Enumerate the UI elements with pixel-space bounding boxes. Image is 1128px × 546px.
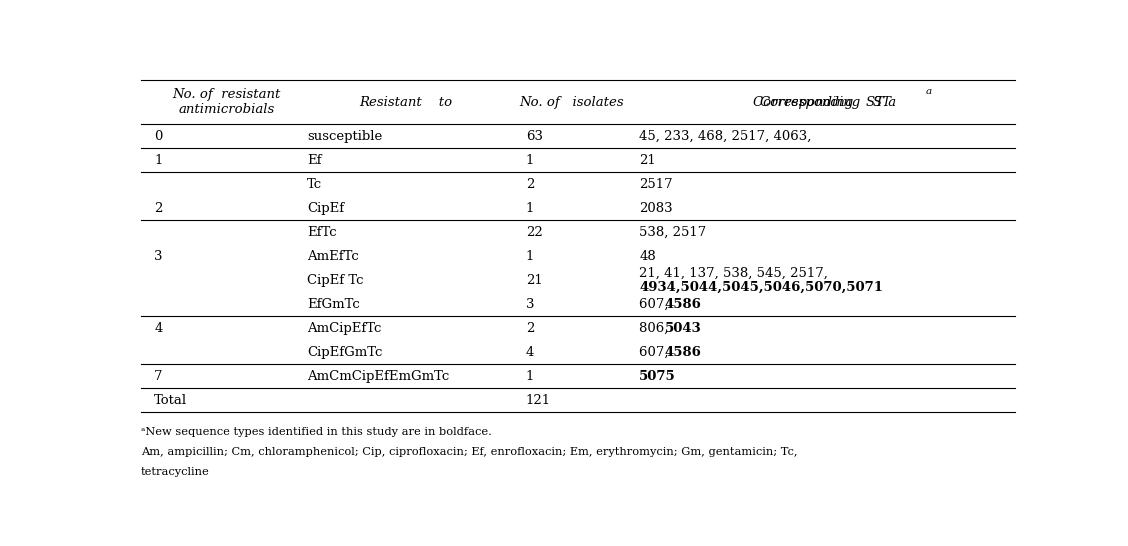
Text: 5075: 5075	[640, 370, 676, 383]
Text: 3: 3	[155, 250, 162, 263]
Text: 1: 1	[526, 370, 534, 383]
Text: Corresponding   ST: Corresponding ST	[759, 96, 891, 109]
Text: a: a	[926, 87, 932, 96]
Text: No. of  resistant
antimicrobials: No. of resistant antimicrobials	[173, 88, 281, 116]
Text: 4586: 4586	[664, 298, 702, 311]
Text: Resistant    to: Resistant to	[359, 96, 452, 109]
Text: 2: 2	[526, 322, 534, 335]
Text: No. of   isolates: No. of isolates	[519, 96, 624, 109]
Text: 7: 7	[155, 370, 162, 383]
Text: 22: 22	[526, 226, 543, 239]
Text: 63: 63	[526, 130, 543, 143]
Text: 48: 48	[640, 250, 656, 263]
Text: AmCipEfTc: AmCipEfTc	[307, 322, 381, 335]
Text: 21: 21	[640, 154, 656, 167]
Text: 607,: 607,	[640, 298, 673, 311]
Text: CipEfGmTc: CipEfGmTc	[307, 346, 382, 359]
Text: 1: 1	[526, 154, 534, 167]
Text: 1: 1	[526, 250, 534, 263]
Text: ᵃNew sequence types identified in this study are in boldface.: ᵃNew sequence types identified in this s…	[141, 427, 492, 437]
Text: tetracycline: tetracycline	[141, 467, 210, 477]
Text: 2517: 2517	[640, 178, 673, 191]
Text: 1: 1	[526, 202, 534, 215]
Text: 4586: 4586	[664, 346, 702, 359]
Text: Tc: Tc	[307, 178, 323, 191]
Text: 4: 4	[155, 322, 162, 335]
Text: 538, 2517: 538, 2517	[640, 226, 706, 239]
Text: Total: Total	[155, 394, 187, 407]
Text: 806,: 806,	[640, 322, 673, 335]
Text: 121: 121	[526, 394, 550, 407]
Text: 2: 2	[155, 202, 162, 215]
Text: 45, 233, 468, 2517, 4063,: 45, 233, 468, 2517, 4063,	[640, 130, 812, 143]
Text: AmCmCipEfEmGmTc: AmCmCipEfEmGmTc	[307, 370, 449, 383]
Text: 2083: 2083	[640, 202, 673, 215]
Text: CipEf: CipEf	[307, 202, 344, 215]
Text: EfTc: EfTc	[307, 226, 337, 239]
Text: CipEf Tc: CipEf Tc	[307, 274, 363, 287]
Text: susceptible: susceptible	[307, 130, 382, 143]
Text: 0: 0	[155, 130, 162, 143]
Text: 21, 41, 137, 538, 545, 2517,: 21, 41, 137, 538, 545, 2517,	[640, 266, 828, 280]
Text: 4934,5044,5045,5046,5070,5071: 4934,5044,5045,5046,5070,5071	[640, 281, 883, 294]
Text: 1: 1	[155, 154, 162, 167]
Text: AmEfTc: AmEfTc	[307, 250, 359, 263]
Text: Am, ampicillin; Cm, chloramphenicol; Cip, ciprofloxacin; Ef, enrofloxacin; Em, e: Am, ampicillin; Cm, chloramphenicol; Cip…	[141, 447, 797, 457]
Text: Ef: Ef	[307, 154, 321, 167]
Text: Corresponding   ST a: Corresponding ST a	[754, 96, 897, 109]
Text: 3: 3	[526, 298, 535, 311]
Text: 607,: 607,	[640, 346, 673, 359]
Text: 5043: 5043	[664, 322, 702, 335]
Text: 2: 2	[526, 178, 534, 191]
Text: 4: 4	[526, 346, 534, 359]
Text: 21: 21	[526, 274, 543, 287]
Text: EfGmTc: EfGmTc	[307, 298, 360, 311]
